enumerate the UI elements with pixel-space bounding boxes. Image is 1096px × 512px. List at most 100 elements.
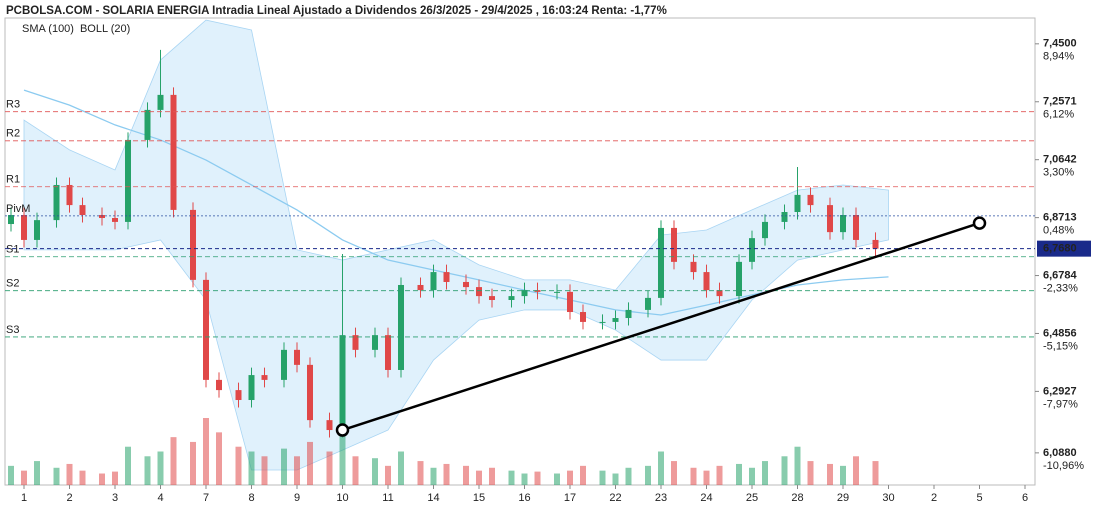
candle-body bbox=[781, 212, 788, 222]
x-tick-label: 16 bbox=[518, 492, 530, 504]
pivot-label: S3 bbox=[6, 324, 19, 336]
volume-bar bbox=[567, 470, 573, 485]
volume-bar bbox=[203, 418, 209, 485]
candle-body bbox=[398, 284, 404, 370]
pivot-label: R3 bbox=[6, 99, 20, 111]
volume-bar bbox=[781, 456, 788, 485]
volume-bar bbox=[716, 465, 723, 485]
candle-body bbox=[112, 218, 118, 222]
volume-bar bbox=[352, 456, 359, 485]
plot-area bbox=[8, 19, 889, 485]
candle-body bbox=[690, 261, 697, 273]
candle-body bbox=[307, 364, 313, 421]
volume-bar bbox=[580, 465, 586, 485]
x-tick-label: 4 bbox=[157, 492, 163, 504]
plot-frame bbox=[4, 17, 1036, 486]
candle-body bbox=[853, 215, 859, 240]
x-tick-label: 10 bbox=[336, 492, 348, 504]
candle-body bbox=[66, 184, 73, 206]
candle-body bbox=[521, 290, 528, 297]
volume-bar bbox=[248, 451, 255, 485]
candle-body bbox=[99, 215, 105, 219]
x-tick-label: 22 bbox=[609, 492, 621, 504]
volume-bar bbox=[235, 446, 242, 485]
volume-bar bbox=[398, 451, 404, 485]
x-tick-label: 2 bbox=[66, 492, 72, 504]
trendline bbox=[342, 221, 980, 432]
volume-bar bbox=[417, 461, 424, 485]
volume-bar bbox=[21, 470, 27, 485]
volume-bar bbox=[8, 465, 14, 485]
volume-bar bbox=[489, 467, 495, 485]
volume-bar bbox=[853, 456, 859, 485]
chart-title: PCBOLSA.COM - SOLARIA ENERGIA Intradia L… bbox=[6, 5, 667, 17]
x-tick-label: 1 bbox=[21, 492, 27, 504]
candle-body bbox=[489, 296, 495, 301]
volume-bar bbox=[261, 456, 268, 485]
candle-body bbox=[703, 272, 710, 291]
volume-bar bbox=[645, 465, 651, 485]
trendline-handle bbox=[335, 423, 350, 437]
volume-bar bbox=[794, 446, 801, 485]
candle-body bbox=[339, 335, 346, 431]
x-tick-label: 14 bbox=[427, 492, 439, 504]
sma-line bbox=[23, 89, 889, 316]
x-tick-label: 2 bbox=[931, 492, 937, 504]
y-return-label: -7,97% bbox=[1043, 398, 1078, 410]
y-tick-label: 6,8713 bbox=[1043, 212, 1077, 224]
y-return-label: -10,96% bbox=[1043, 460, 1084, 472]
candle-body bbox=[144, 109, 151, 140]
candle-body bbox=[281, 349, 287, 380]
y-return-label: -2,33% bbox=[1043, 282, 1078, 294]
candle-body bbox=[794, 194, 801, 213]
y-return-label: 8,94% bbox=[1043, 51, 1074, 63]
candle-body bbox=[749, 238, 755, 262]
candle-body bbox=[443, 272, 450, 282]
volume-bar bbox=[144, 456, 151, 485]
candle-body bbox=[248, 375, 255, 401]
x-tick-label: 30 bbox=[882, 492, 894, 504]
pivot-label: S1 bbox=[6, 244, 19, 256]
volume-bar bbox=[430, 467, 437, 485]
pivot-label: R2 bbox=[6, 128, 20, 140]
volume-bar bbox=[326, 451, 333, 485]
candle-body bbox=[716, 290, 723, 297]
candle-body bbox=[840, 215, 846, 233]
candle-body bbox=[554, 291, 560, 293]
y-return-label: -5,15% bbox=[1043, 340, 1078, 352]
volume-bar bbox=[612, 473, 619, 485]
candle-body bbox=[157, 94, 164, 110]
x-tick-label: 24 bbox=[700, 492, 712, 504]
candle-body bbox=[430, 272, 437, 291]
volume-bar bbox=[216, 432, 222, 485]
candle-body bbox=[352, 335, 359, 350]
volume-bar bbox=[872, 461, 879, 485]
volume-bar bbox=[372, 458, 378, 485]
y-tick-label: 6,4856 bbox=[1043, 327, 1077, 339]
candle-body bbox=[294, 349, 300, 365]
candle-body bbox=[417, 284, 424, 291]
volume-bar bbox=[671, 461, 677, 485]
pivot-label: PivM bbox=[6, 203, 30, 215]
candle-body bbox=[125, 139, 131, 222]
x-tick-label: 17 bbox=[564, 492, 576, 504]
candle-body bbox=[762, 221, 768, 239]
x-tick-label: 23 bbox=[655, 492, 667, 504]
pivot-label: S2 bbox=[6, 278, 19, 290]
candle-body bbox=[645, 297, 651, 310]
volume-bar bbox=[827, 463, 833, 485]
candle-body bbox=[625, 309, 632, 319]
volume-bar bbox=[385, 465, 391, 485]
x-tick-label: 9 bbox=[294, 492, 300, 504]
candle-body bbox=[872, 239, 879, 249]
candle-body bbox=[736, 261, 742, 297]
candle-body bbox=[807, 194, 814, 206]
volume-bar bbox=[79, 470, 86, 485]
volume-bar bbox=[339, 432, 346, 485]
x-tick-label: 7 bbox=[203, 492, 209, 504]
candle-body bbox=[170, 94, 177, 210]
volume-bar bbox=[34, 461, 40, 485]
candle-body bbox=[21, 215, 27, 240]
y-tick-label: 6,2927 bbox=[1043, 385, 1077, 397]
